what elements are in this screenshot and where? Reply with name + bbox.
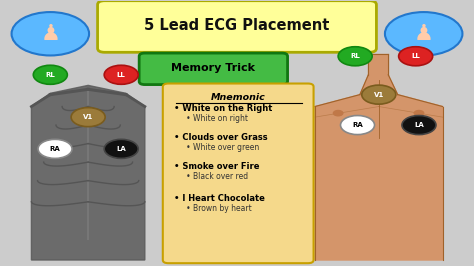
Text: • White over green: • White over green	[179, 143, 260, 152]
Text: RA: RA	[352, 122, 363, 128]
Text: ♟: ♟	[414, 24, 434, 44]
Text: • White on right: • White on right	[179, 114, 248, 123]
FancyBboxPatch shape	[163, 84, 314, 263]
Circle shape	[38, 139, 72, 158]
Text: • Clouds over Grass: • Clouds over Grass	[174, 133, 268, 142]
Circle shape	[333, 110, 343, 116]
Text: • Black over red: • Black over red	[179, 172, 248, 181]
Circle shape	[362, 85, 396, 104]
Text: Memory Trick: Memory Trick	[172, 63, 255, 73]
Circle shape	[71, 108, 105, 127]
Circle shape	[338, 47, 372, 66]
Text: V1: V1	[374, 92, 384, 98]
Polygon shape	[31, 85, 145, 260]
FancyBboxPatch shape	[139, 53, 288, 85]
Circle shape	[11, 12, 89, 56]
Text: LL: LL	[117, 72, 126, 78]
Circle shape	[402, 115, 436, 135]
Text: RL: RL	[350, 53, 360, 59]
Text: LA: LA	[116, 146, 126, 152]
Text: • Brown by heart: • Brown by heart	[179, 204, 252, 213]
Text: LA: LA	[414, 122, 424, 128]
Polygon shape	[368, 54, 388, 75]
Text: V1: V1	[83, 114, 93, 120]
Text: LL: LL	[411, 53, 420, 59]
FancyBboxPatch shape	[98, 1, 376, 52]
Circle shape	[414, 110, 424, 116]
Text: RA: RA	[50, 146, 60, 152]
Text: 5 Lead ECG Placement: 5 Lead ECG Placement	[144, 18, 330, 33]
Circle shape	[104, 139, 138, 158]
Circle shape	[104, 65, 138, 84]
Circle shape	[33, 65, 67, 84]
Circle shape	[399, 47, 433, 66]
Text: Mnemonic: Mnemonic	[211, 93, 266, 102]
Circle shape	[385, 12, 463, 56]
Text: • Smoke over Fire: • Smoke over Fire	[174, 162, 260, 171]
Text: • I Heart Chocolate: • I Heart Chocolate	[174, 194, 265, 203]
Circle shape	[340, 115, 374, 135]
Text: • White on the Right: • White on the Right	[174, 104, 273, 113]
Polygon shape	[315, 75, 443, 260]
Text: ♟: ♟	[40, 24, 60, 44]
Text: RL: RL	[46, 72, 55, 78]
